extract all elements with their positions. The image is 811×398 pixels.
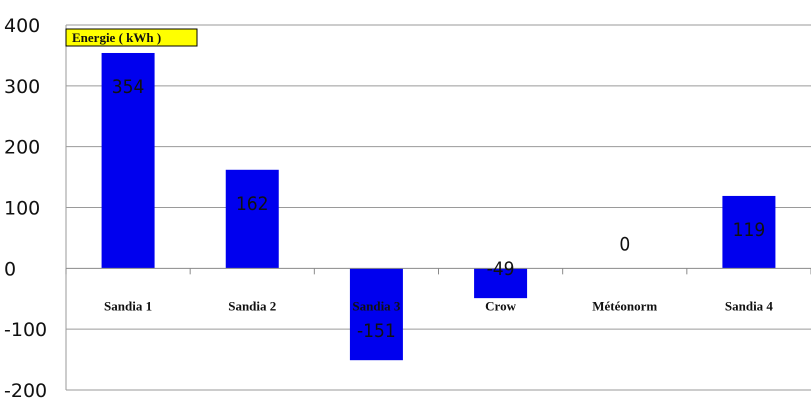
x-tick-label: Météonorm <box>592 298 657 313</box>
x-tick-label: Sandia 4 <box>725 298 774 313</box>
y-tick-label: 0 <box>4 258 16 280</box>
data-label: -151 <box>357 320 396 342</box>
y-tick-label: 400 <box>4 15 40 37</box>
data-labels: 354 162 -151 -49 0 119 <box>112 76 765 342</box>
data-label: 0 <box>619 233 630 255</box>
x-tick-label: Sandia 1 <box>104 298 152 313</box>
bars <box>101 52 776 361</box>
y-tick-label: 300 <box>4 76 40 98</box>
x-tick-label: Crow <box>485 298 516 313</box>
legend-box <box>65 28 198 47</box>
data-label: 354 <box>112 76 145 98</box>
x-axis: Sandia 1 Sandia 2 Sandia 3 Crow Météonorm San… <box>65 267 811 313</box>
gridlines <box>66 24 811 391</box>
data-label: 119 <box>733 219 766 241</box>
y-axis: 400 300 200 100 0 -100 -200 <box>4 15 67 398</box>
legend-label: Energie ( kWh ) <box>72 30 161 45</box>
bar <box>722 195 776 269</box>
data-label: -49 <box>487 258 515 280</box>
data-label: 162 <box>236 193 269 215</box>
bar <box>101 52 155 269</box>
y-tick-label: -200 <box>4 380 47 398</box>
bar <box>474 268 528 299</box>
y-tick-label: 100 <box>4 198 40 220</box>
legend: Energie ( kWh ) <box>65 28 198 47</box>
x-tick-label: Sandia 2 <box>228 298 276 313</box>
y-tick-label: -100 <box>4 319 47 341</box>
bar <box>349 268 403 361</box>
bar <box>225 169 279 269</box>
x-tick-label: Sandia 3 <box>352 298 401 313</box>
y-tick-label: 200 <box>4 137 40 159</box>
